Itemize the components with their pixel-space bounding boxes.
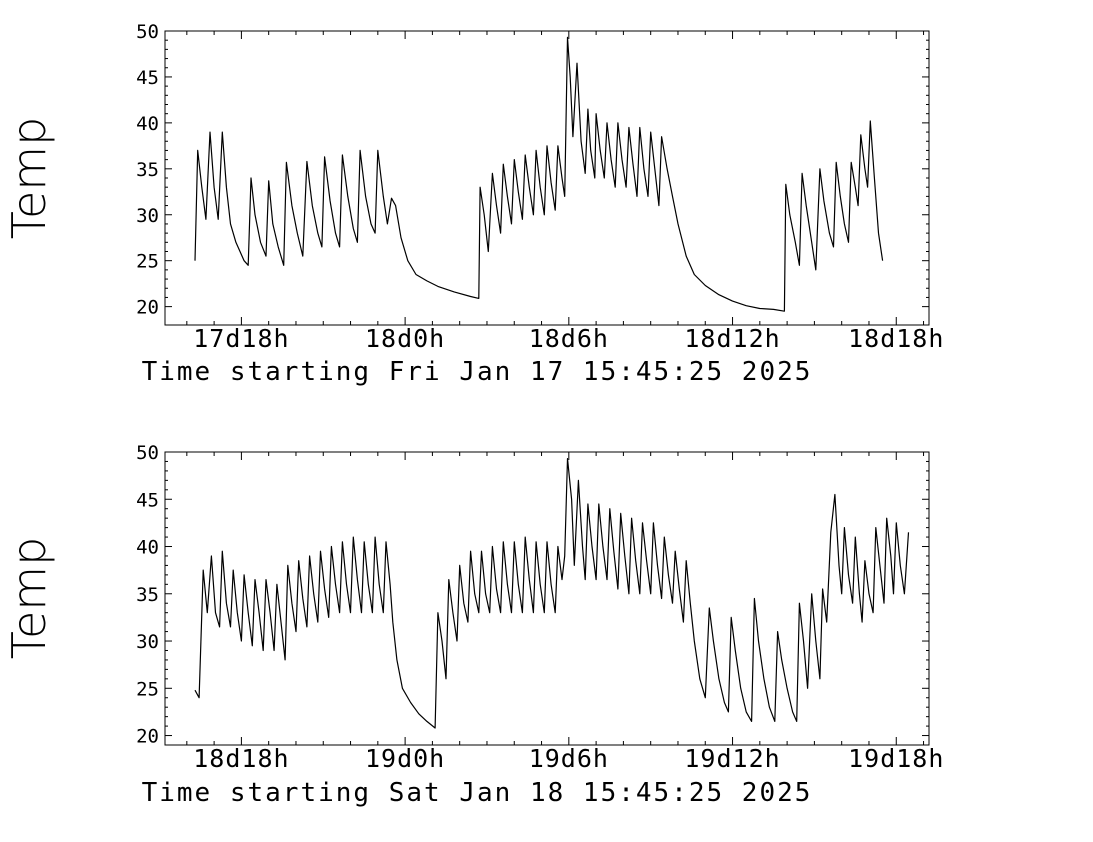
x-tick-label: 17d18h bbox=[193, 324, 289, 353]
x-tick-label: 18d12h bbox=[684, 324, 780, 353]
y-tick-label: 40 bbox=[136, 113, 159, 135]
chart-bottom: 20 25 30 35 40 45 50 18d18h 19d0h 19d6h 19d12h 19d1… bbox=[2, 442, 944, 808]
y-tick-label: 50 bbox=[136, 442, 159, 464]
x-tick-label: 18d18h bbox=[848, 324, 944, 353]
y-axis-title: Temp bbox=[2, 117, 56, 240]
x-axis-title: Time starting Sat Jan 18 15:45:25 2025 bbox=[142, 778, 813, 808]
y-tick-label: 45 bbox=[136, 489, 159, 511]
chart-top: 20 25 30 35 40 45 50 17d18h 18d0h 18d6h 18d12h 18d1… bbox=[2, 21, 944, 387]
y-tick-label: 45 bbox=[136, 67, 159, 89]
y-tick-label: 25 bbox=[136, 678, 159, 700]
y-tick-label: 35 bbox=[136, 584, 159, 606]
y-tick-label: 30 bbox=[136, 205, 159, 227]
plot-frame bbox=[164, 451, 930, 746]
y-axis-title: Temp bbox=[2, 537, 56, 660]
temp-series-line bbox=[194, 458, 910, 729]
y-tick-label: 35 bbox=[136, 159, 159, 181]
x-axis-title: Time starting Fri Jan 17 15:45:25 2025 bbox=[142, 357, 813, 387]
y-tick-label: 20 bbox=[136, 726, 159, 748]
y-tick-label: 40 bbox=[136, 537, 159, 559]
y-tick-label: 25 bbox=[136, 251, 159, 273]
x-tick-label: 19d6h bbox=[529, 744, 609, 773]
x-tick-label: 19d12h bbox=[684, 744, 780, 773]
temp-series-line bbox=[194, 36, 884, 312]
y-tick-label: 50 bbox=[136, 21, 159, 43]
x-tick-label: 19d0h bbox=[365, 744, 445, 773]
x-tick-label: 18d6h bbox=[529, 324, 609, 353]
x-tick-label: 18d0h bbox=[365, 324, 445, 353]
x-tick-label: 18d18h bbox=[193, 744, 289, 773]
y-tick-label: 30 bbox=[136, 631, 159, 653]
y-tick-label: 20 bbox=[136, 297, 159, 319]
x-tick-label: 19d18h bbox=[848, 744, 944, 773]
plot-frame bbox=[164, 30, 930, 326]
